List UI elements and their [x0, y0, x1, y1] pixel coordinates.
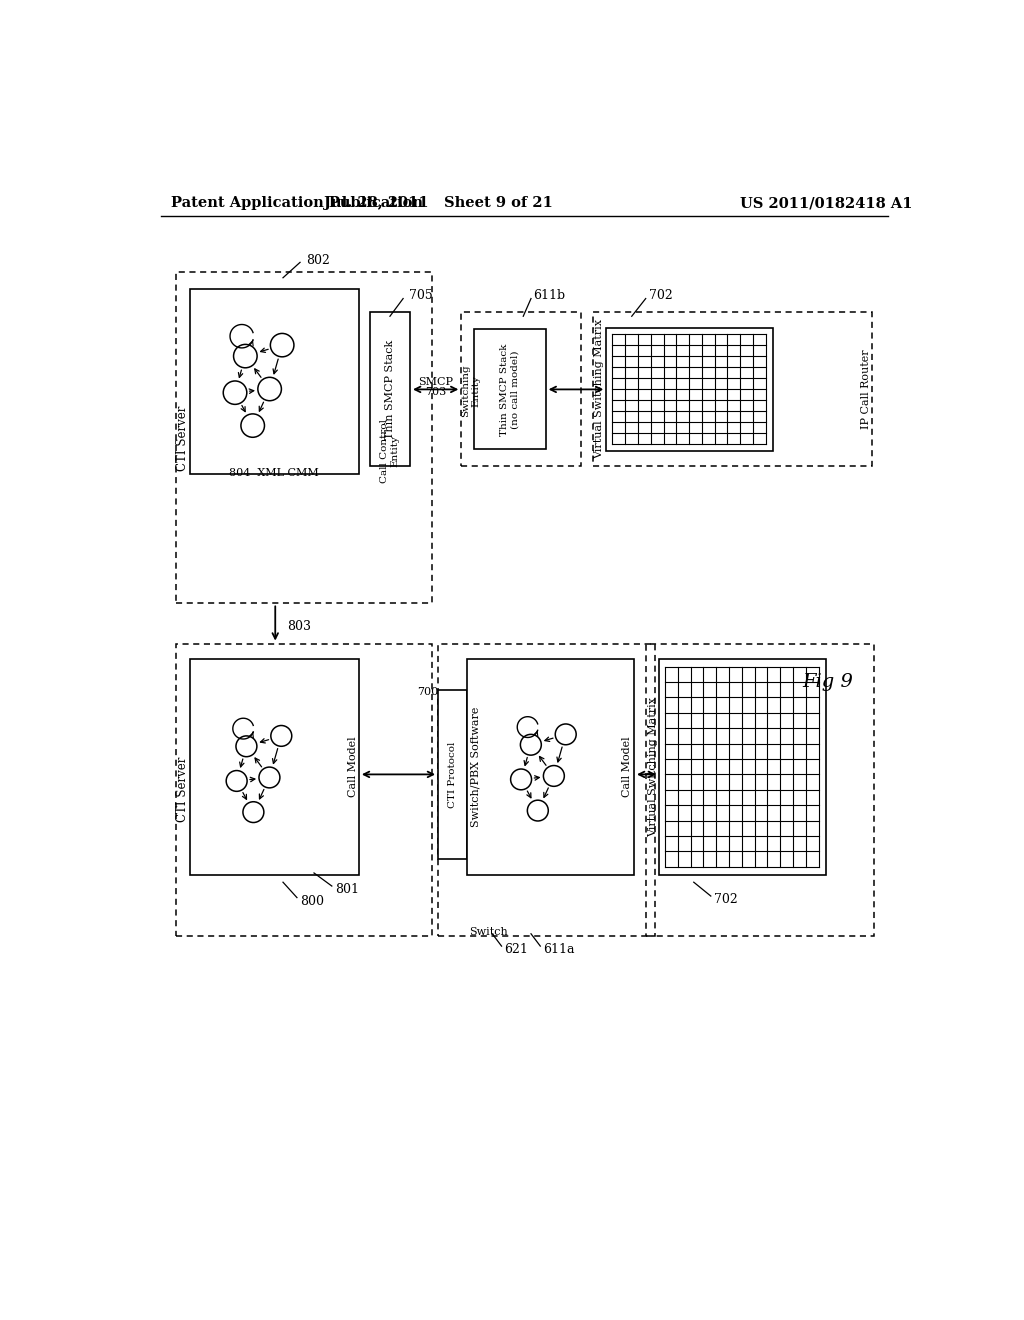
Text: SMCP: SMCP	[418, 376, 454, 387]
Text: 621: 621	[504, 942, 527, 956]
Text: Switching
Entity: Switching Entity	[461, 364, 480, 417]
Bar	[438, 689, 467, 859]
Text: 804  XML CMM: 804 XML CMM	[228, 467, 318, 478]
Text: Switch: Switch	[469, 927, 508, 937]
Text: Switch/PBX Software: Switch/PBX Software	[470, 706, 480, 826]
Text: 611a: 611a	[543, 942, 574, 956]
Text: Call Model: Call Model	[623, 737, 632, 797]
Text: 611b: 611b	[534, 289, 565, 302]
Text: Jul. 28, 2011   Sheet 9 of 21: Jul. 28, 2011 Sheet 9 of 21	[324, 197, 552, 210]
Bar	[370, 313, 410, 466]
Text: 800: 800	[300, 895, 324, 908]
Text: CTI Server: CTI Server	[176, 758, 188, 822]
Bar	[646, 644, 874, 936]
Bar	[176, 644, 432, 936]
Text: Thin SMCP Stack: Thin SMCP Stack	[385, 339, 395, 440]
Text: 802: 802	[306, 253, 330, 267]
Text: Fig 9: Fig 9	[802, 673, 853, 690]
Bar	[190, 659, 359, 875]
Text: Call Model: Call Model	[348, 737, 357, 797]
Text: 702: 702	[649, 289, 673, 302]
Bar	[606, 327, 773, 451]
Bar	[176, 272, 432, 603]
Text: 703: 703	[425, 387, 446, 397]
Bar	[438, 644, 655, 936]
Text: Call Control
Entity: Call Control Entity	[380, 418, 399, 483]
Text: US 2011/0182418 A1: US 2011/0182418 A1	[740, 197, 912, 210]
Bar	[658, 659, 825, 875]
Bar	[461, 313, 582, 466]
Text: Virtual Switching Matrix: Virtual Switching Matrix	[594, 319, 604, 459]
Bar	[467, 659, 634, 875]
Text: Patent Application Publication: Patent Application Publication	[171, 197, 423, 210]
Text: IP Call Router: IP Call Router	[861, 350, 870, 429]
Text: Virtual Switching Matrix: Virtual Switching Matrix	[647, 697, 657, 837]
Bar	[593, 313, 872, 466]
Text: 705: 705	[409, 289, 432, 302]
Text: CTI Server: CTI Server	[176, 405, 188, 471]
Text: 700: 700	[417, 686, 438, 697]
Bar	[190, 289, 359, 474]
Text: 801: 801	[335, 883, 359, 896]
Text: Thin SMCP Stack
(no call model): Thin SMCP Stack (no call model)	[501, 343, 520, 436]
Text: 702: 702	[714, 894, 737, 907]
Bar	[474, 330, 546, 449]
Text: 803: 803	[287, 620, 311, 634]
Text: CTI Protocol: CTI Protocol	[449, 742, 458, 808]
